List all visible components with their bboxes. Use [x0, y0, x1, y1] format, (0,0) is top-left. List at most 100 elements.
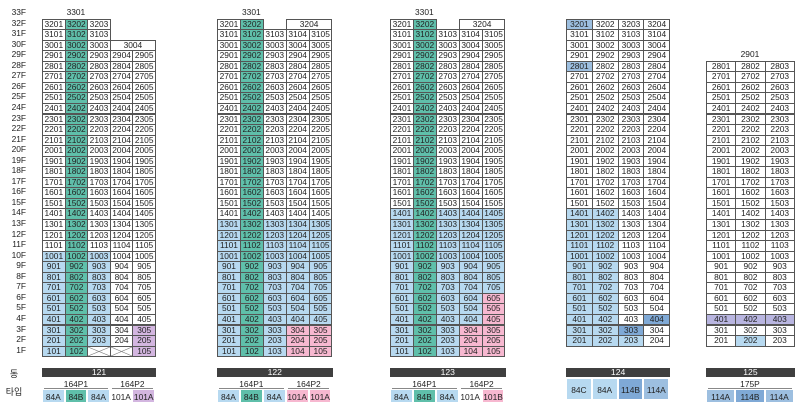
type-cell: 114B	[617, 378, 644, 400]
floor-label: 27F	[11, 70, 26, 81]
unit-cell: 101	[217, 345, 241, 358]
type-group-line	[708, 388, 792, 389]
type-cell: 84A	[435, 389, 459, 403]
unit-cell: 103	[262, 345, 287, 358]
unit-cell: 201	[566, 335, 593, 347]
floor-label: 25F	[11, 91, 26, 102]
type-cell: 84B	[412, 389, 436, 403]
type-group-line	[460, 388, 503, 389]
floor-label: 6F	[16, 291, 26, 302]
unit-cell: 103	[435, 345, 460, 358]
floor-label: 7F	[16, 281, 26, 292]
type-group-label: 164P1	[63, 379, 88, 389]
unit-cell: 105	[132, 345, 156, 358]
type-cell: 84B	[239, 389, 263, 403]
penthouse-unit: 2901	[706, 50, 794, 61]
floor-label: 16F	[11, 186, 26, 197]
floor-label: 4F	[16, 312, 26, 323]
floor-label: 5F	[16, 302, 26, 313]
dong-label: 동	[9, 369, 19, 379]
dong-header: 124	[566, 368, 671, 377]
floor-label: 24F	[11, 101, 26, 112]
floor-label: 2F	[16, 334, 26, 345]
type-group-label: 164P2	[469, 379, 494, 389]
floor-label: 17F	[11, 175, 26, 186]
type-cell: 84A	[42, 389, 65, 403]
floor-label: 12F	[11, 228, 26, 239]
floor-label: 10F	[11, 249, 26, 260]
floor-label: 21F	[11, 133, 26, 144]
type-group-line	[287, 388, 330, 389]
unit-cell: 101	[390, 345, 414, 358]
type-cell: 84B	[64, 389, 88, 403]
empty-unit	[109, 345, 134, 358]
type-group-label: 164P2	[296, 379, 321, 389]
unit-cell: 204	[643, 335, 671, 347]
floor-label: 1F	[16, 344, 26, 355]
type-group-line	[219, 388, 284, 389]
type-group-label: 164P1	[239, 379, 264, 389]
type-group-line	[44, 388, 108, 389]
unit-cell: 102	[64, 345, 89, 358]
floor-label: 32F	[11, 17, 26, 28]
unit-cell: 104	[285, 345, 310, 358]
unit-cell: 105	[308, 345, 333, 358]
type-cell: 114A	[764, 389, 794, 403]
type-cell: 101A	[285, 389, 309, 403]
floor-label: 9F	[16, 260, 26, 271]
floor-label: 28F	[11, 59, 26, 70]
type-group-line	[392, 388, 457, 389]
empty-unit	[87, 345, 111, 358]
dong-header: 125	[706, 368, 795, 377]
type-cell: 101A	[458, 389, 482, 403]
floor-label: 30F	[11, 38, 26, 49]
floor-label: 13F	[11, 218, 26, 228]
type-group-label: 164P2	[120, 379, 145, 389]
type-cell: 84A	[262, 389, 286, 403]
type-cell: 101A	[132, 389, 155, 403]
floor-label: 18F	[11, 165, 26, 176]
floor-label: 8F	[16, 270, 26, 281]
floor-label: 22F	[11, 123, 26, 134]
floor-label: 33F	[11, 7, 26, 17]
type-cell: 114A	[643, 378, 670, 400]
floor-label: 31F	[11, 28, 26, 39]
type-cell: 101A	[109, 389, 133, 403]
unit-cell: 201	[706, 335, 737, 347]
floor-label: 23F	[11, 112, 26, 123]
floor-label: 29F	[11, 49, 26, 60]
type-group-line	[111, 388, 153, 389]
type-cell: 114A	[706, 389, 736, 403]
dong-header: 123	[390, 368, 506, 377]
unit-cell: 105	[481, 345, 506, 358]
type-cell: 84C	[566, 378, 592, 400]
type-cell: 84A	[591, 378, 618, 400]
type-cell: 101B	[481, 389, 505, 403]
floor-label: 20F	[11, 144, 26, 155]
floor-label: 14F	[11, 207, 26, 218]
type-cell: 84A	[87, 389, 110, 403]
unit-cell: 203	[764, 335, 795, 347]
penthouse-unit: 3301	[53, 8, 99, 19]
floor-label: 11F	[12, 239, 26, 250]
type-cell: 84A	[390, 389, 413, 403]
floor-label: 3F	[16, 323, 26, 334]
floor-label: 19F	[11, 154, 26, 165]
type-cell: 114B	[735, 389, 765, 403]
type-cell: 101A	[308, 389, 332, 403]
unit-cell: 104	[458, 345, 483, 358]
unit-cell: 202	[735, 335, 766, 347]
penthouse-unit: 3301	[228, 8, 275, 19]
floor-label: 26F	[11, 80, 26, 91]
unit-cell: 102	[239, 345, 264, 358]
dong-header: 121	[42, 368, 156, 377]
unit-cell: 202	[591, 335, 619, 347]
type-group-label: 164P1	[412, 379, 437, 389]
unit-cell: 203	[617, 335, 645, 347]
unit-cell: 101	[42, 345, 66, 358]
dong-header: 122	[217, 368, 333, 377]
unit-cell: 102	[412, 345, 437, 358]
type-cell: 84A	[217, 389, 240, 403]
type-group-label: 175P	[740, 379, 760, 389]
penthouse-unit: 3301	[401, 8, 448, 19]
